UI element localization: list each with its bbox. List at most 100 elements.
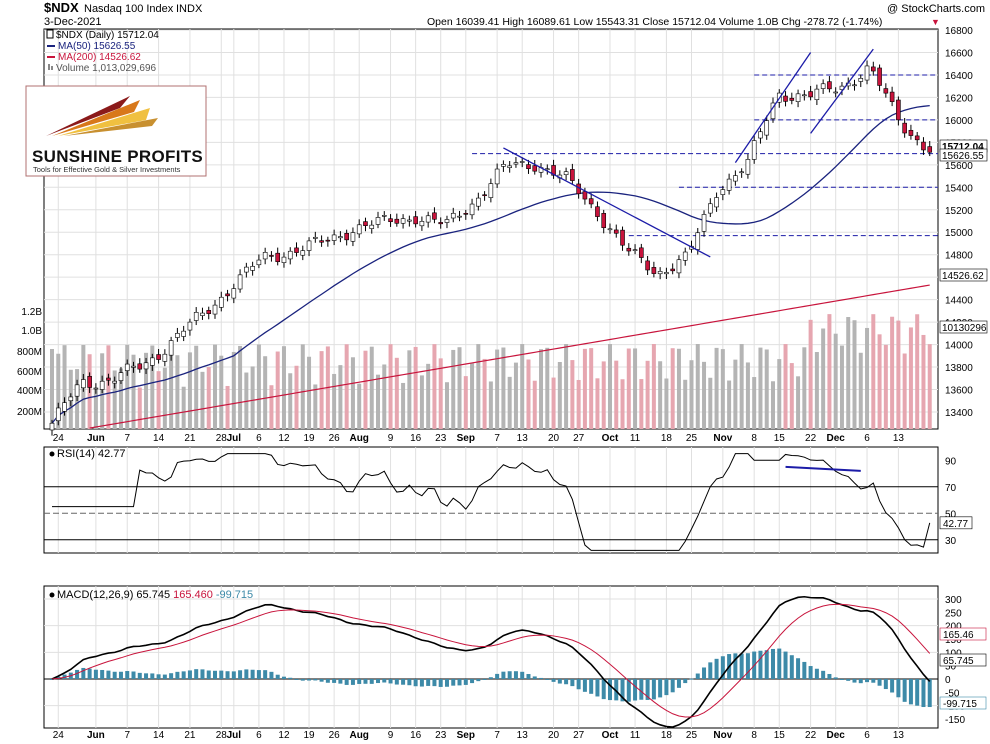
macd-hist-bar	[394, 679, 399, 685]
x-tick-label: Oct	[602, 730, 619, 741]
x-tick-label: 23	[435, 433, 447, 444]
x-tick-label: 7	[124, 730, 130, 741]
x-tick-label: 16	[410, 730, 422, 741]
macd-tick-label: 250	[945, 608, 962, 619]
macd-curve	[51, 595, 931, 728]
macd-hist-bar	[758, 650, 763, 679]
macd-hist-bar	[137, 672, 142, 679]
macd-hist-bar	[432, 679, 437, 687]
macd-hist-bar	[927, 679, 932, 708]
macd-hist-bar	[238, 670, 243, 679]
macd-hist-bar	[589, 679, 594, 694]
candle-body	[338, 236, 343, 239]
x-tick-label: 16	[410, 433, 422, 444]
macd-hist-bar	[300, 679, 305, 681]
rsi-panel	[43, 446, 939, 554]
macd-hist-bar	[695, 673, 700, 679]
volume-bar	[382, 364, 387, 429]
price-tick-label: 13800	[945, 363, 973, 374]
x-tick-label: Sep	[457, 730, 475, 741]
volume-bar	[783, 344, 788, 429]
rsi-last-box	[939, 516, 973, 530]
macd-hist-bar	[770, 648, 775, 679]
volume-bar	[426, 363, 431, 429]
candle-body	[745, 159, 751, 175]
x-tick-label: 11	[630, 433, 641, 444]
x-tick-label: 15	[774, 730, 786, 741]
volume-bar	[118, 368, 123, 429]
volume-bar	[702, 361, 707, 429]
candle-body	[751, 140, 757, 160]
macd-hist-bar	[658, 679, 663, 698]
candle-body	[150, 357, 155, 366]
volume-bar	[137, 387, 142, 429]
macd-hist-bar	[808, 666, 813, 679]
volume-bar	[921, 334, 926, 429]
macd-hist-bar	[539, 677, 544, 679]
volume-bar	[877, 334, 882, 429]
macd-hist-bar	[557, 679, 562, 684]
macd-hist-bar	[896, 679, 901, 698]
candle-body	[237, 274, 243, 290]
macd-hist-bar	[883, 679, 888, 690]
volume-bar	[839, 345, 844, 429]
volume-bar	[169, 344, 174, 429]
macd-hist-bar	[564, 679, 569, 685]
x-tick-label: 28	[216, 730, 228, 741]
macd-hist-bar	[651, 679, 656, 700]
volume-bar	[457, 347, 462, 429]
macd-hist-bar	[595, 679, 600, 697]
volume-bar	[501, 347, 506, 429]
macd-hist-bar	[382, 679, 387, 683]
macd-hist-bar	[601, 679, 606, 700]
x-tick-label: 13	[517, 433, 529, 444]
candle-body	[827, 81, 832, 90]
volume-bars	[50, 314, 932, 429]
macd-hist-bar	[576, 679, 581, 690]
axis-labels: 1340013600138001400014200144001460014800…	[17, 26, 988, 741]
volume-tick-label: 600M	[17, 367, 42, 378]
macd-hist-bar	[319, 679, 324, 682]
macd-hist-bar	[476, 679, 481, 682]
date-label: 3-Dec-2021	[44, 16, 101, 28]
volume-bar	[62, 345, 67, 429]
volume-bar	[570, 360, 575, 429]
volume-bar	[319, 351, 324, 429]
macd-hist-bar	[56, 676, 61, 679]
x-tick-label: Dec	[827, 730, 846, 741]
candle-body	[551, 165, 556, 176]
candle-body	[532, 165, 538, 172]
candle-body	[501, 164, 506, 167]
macd-hist-bar	[501, 671, 506, 679]
volume-bar	[532, 380, 537, 429]
price-tick-label: 14400	[945, 296, 973, 307]
candle-body	[626, 247, 632, 252]
candle-body	[87, 376, 92, 388]
candle-body	[613, 229, 619, 234]
macd-hist-bar	[426, 679, 431, 686]
volume-bar	[545, 347, 550, 429]
candle-body	[112, 380, 117, 384]
candle-body	[889, 91, 895, 102]
x-tick-label: 9	[388, 730, 394, 741]
volume-bar	[539, 349, 544, 429]
x-tick-label: Jun	[87, 730, 105, 741]
volume-bar	[394, 357, 399, 429]
price-tick-label: 16000	[945, 116, 973, 127]
candle-body	[695, 232, 701, 250]
volume-bar	[388, 344, 393, 429]
candle-body	[620, 229, 625, 246]
volume-bar	[758, 347, 763, 429]
macd-hist-bar	[902, 679, 907, 702]
candle-body	[62, 402, 67, 412]
volume-bar	[689, 360, 694, 429]
candle-body	[808, 91, 813, 98]
macd-hist-bar	[852, 679, 857, 683]
macd-hist-bar	[401, 679, 406, 685]
rsi-line	[52, 453, 931, 551]
volume-bar	[56, 353, 61, 429]
volume-bar	[927, 344, 932, 429]
volume-bar	[639, 379, 644, 429]
candle-body	[902, 122, 907, 134]
